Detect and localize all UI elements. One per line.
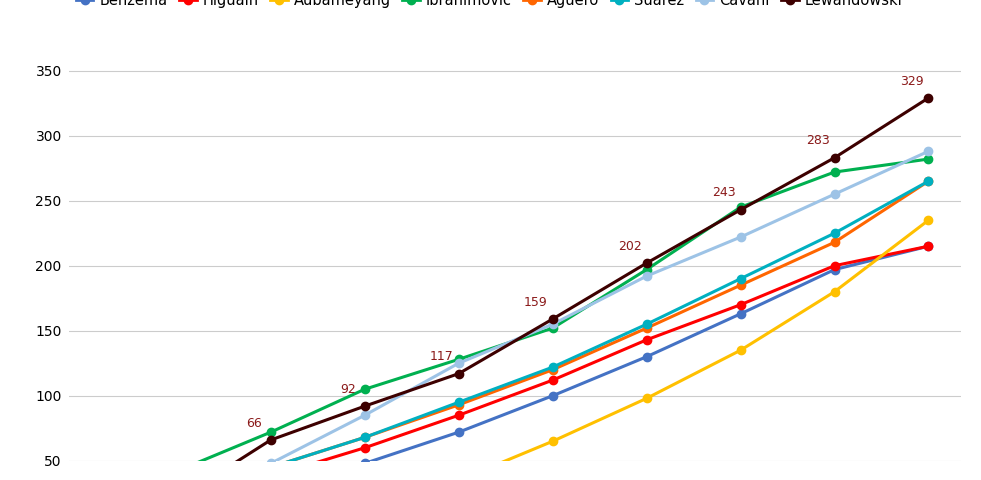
Higuain xyxy=(735,302,747,308)
Aubameyang xyxy=(829,289,841,295)
Higuain xyxy=(359,445,371,451)
Aubameyang xyxy=(641,396,652,401)
Higuain xyxy=(546,377,558,383)
Line: Aubameyang: Aubameyang xyxy=(78,216,933,480)
Aguero xyxy=(546,367,558,372)
Suarez xyxy=(546,364,558,370)
Text: 329: 329 xyxy=(900,74,923,87)
Text: 243: 243 xyxy=(712,186,736,199)
Higuain xyxy=(922,243,934,249)
Text: 66: 66 xyxy=(246,417,262,430)
Cavani xyxy=(546,321,558,327)
Ibrahimovic xyxy=(546,325,558,331)
Line: Benzema: Benzema xyxy=(78,242,933,480)
Text: 283: 283 xyxy=(805,134,830,147)
Line: Cavani: Cavani xyxy=(78,147,933,480)
Aubameyang xyxy=(735,348,747,353)
Aguero xyxy=(922,178,934,184)
Suarez xyxy=(829,230,841,236)
Higuain xyxy=(265,474,277,480)
Lewandowski xyxy=(735,207,747,213)
Higuain xyxy=(641,337,652,343)
Ibrahimovic xyxy=(922,156,934,162)
Suarez xyxy=(359,434,371,440)
Benzema xyxy=(453,429,465,435)
Aguero xyxy=(829,240,841,245)
Aguero xyxy=(265,465,277,470)
Suarez xyxy=(453,399,465,405)
Lewandowski xyxy=(453,371,465,376)
Higuain xyxy=(453,412,465,418)
Text: 202: 202 xyxy=(618,240,642,252)
Suarez xyxy=(265,465,277,470)
Suarez xyxy=(735,276,747,282)
Lewandowski xyxy=(829,155,841,161)
Benzema xyxy=(829,267,841,273)
Aubameyang xyxy=(922,217,934,223)
Benzema xyxy=(359,460,371,466)
Aguero xyxy=(735,282,747,288)
Aubameyang xyxy=(453,478,465,480)
Cavani xyxy=(735,234,747,240)
Line: Lewandowski: Lewandowski xyxy=(78,94,933,480)
Cavani xyxy=(453,360,465,366)
Line: Higuain: Higuain xyxy=(78,242,933,480)
Ibrahimovic xyxy=(641,267,652,273)
Ibrahimovic xyxy=(829,169,841,175)
Suarez xyxy=(641,321,652,327)
Cavani xyxy=(641,273,652,279)
Lewandowski xyxy=(359,403,371,409)
Text: 159: 159 xyxy=(524,296,547,309)
Legend: Benzema, Higuáín, Aubameyang, Ibrahimovic, Aguero, Suárez, Cavani, Lewandowski: Benzema, Higuáín, Aubameyang, Ibrahimovi… xyxy=(76,0,903,8)
Cavani xyxy=(265,460,277,466)
Lewandowski xyxy=(265,437,277,443)
Ibrahimovic xyxy=(265,429,277,435)
Suarez xyxy=(922,178,934,184)
Ibrahimovic xyxy=(735,204,747,210)
Benzema xyxy=(546,393,558,399)
Lewandowski xyxy=(546,316,558,322)
Line: Ibrahimovic: Ibrahimovic xyxy=(78,155,933,480)
Lewandowski xyxy=(922,95,934,101)
Aguero xyxy=(453,402,465,408)
Cavani xyxy=(829,192,841,197)
Aguero xyxy=(641,325,652,331)
Aguero xyxy=(359,434,371,440)
Text: 92: 92 xyxy=(339,383,356,396)
Higuain xyxy=(829,263,841,269)
Line: Aguero: Aguero xyxy=(78,177,933,480)
Benzema xyxy=(735,311,747,317)
Line: Suarez: Suarez xyxy=(78,177,933,480)
Aubameyang xyxy=(546,438,558,444)
Cavani xyxy=(922,148,934,154)
Ibrahimovic xyxy=(453,357,465,362)
Ibrahimovic xyxy=(359,386,371,392)
Text: 117: 117 xyxy=(430,350,453,363)
Benzema xyxy=(641,354,652,360)
Cavani xyxy=(359,412,371,418)
Ibrahimovic xyxy=(171,468,182,474)
Lewandowski xyxy=(641,260,652,266)
Benzema xyxy=(922,243,934,249)
